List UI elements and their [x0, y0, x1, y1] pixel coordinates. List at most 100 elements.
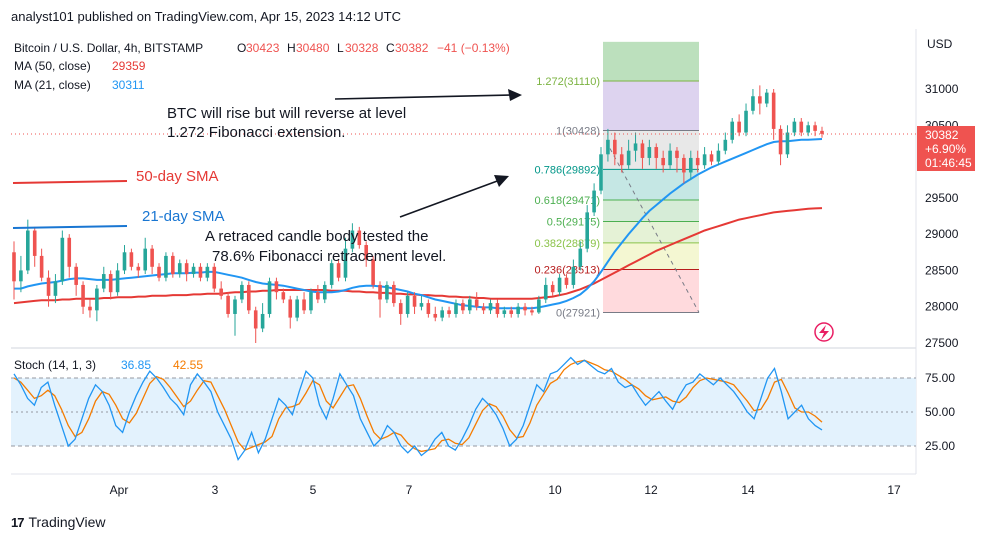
candle-body: [419, 303, 424, 307]
flash-icon[interactable]: [814, 322, 834, 342]
price-tick-label: 27500: [925, 336, 959, 350]
ohlc-h-value: 30480: [296, 41, 330, 55]
candle-body: [198, 266, 203, 278]
symbol-title[interactable]: Bitcoin / U.S. Dollar, 4h, BITSTAMP: [14, 41, 203, 55]
candle-body: [19, 270, 23, 282]
candle-body: [647, 147, 652, 158]
candle-body: [744, 110, 748, 133]
ma21-legend-label[interactable]: MA (21, close): [14, 78, 91, 92]
arrow-to-retracement: [399, 179, 501, 218]
candle-body: [785, 132, 790, 155]
candle-body: [516, 306, 520, 314]
candle-body: [350, 230, 355, 249]
candle-body: [95, 288, 99, 311]
candle-body: [737, 121, 741, 133]
annotation-retrace-line2: 78.6% Fibonacci retracement level.: [212, 248, 446, 265]
candle-body: [343, 248, 348, 278]
stoch-k-line: [13, 356, 823, 462]
currency-label[interactable]: USD: [927, 37, 953, 51]
publisher-line: analyst101 published on TradingView.com,…: [11, 9, 402, 24]
candle-body: [322, 284, 327, 300]
candle-body: [260, 313, 265, 329]
ohlc-c-value: 30382: [395, 41, 429, 55]
fib-level-label: 0.5(29175): [547, 216, 600, 228]
candle-body: [53, 281, 58, 296]
candle-body: [751, 96, 755, 111]
candle-body: [253, 310, 258, 329]
fib-level-label: 0.618(29471): [535, 195, 600, 207]
flash-icon-bolt: [819, 325, 829, 340]
candle-body: [626, 150, 631, 166]
candle-body: [619, 154, 624, 166]
candle-body: [177, 263, 182, 275]
ma21-legend-value: 30311: [112, 78, 145, 92]
time-axis[interactable]: Apr 3 5 7 10 12 14 17: [110, 483, 901, 497]
candle-body: [247, 284, 251, 311]
candle-body: [792, 121, 797, 133]
price-badge: [917, 126, 975, 171]
candle-body: [488, 303, 493, 311]
price-pane[interactable]: [11, 29, 916, 346]
candle-body: [122, 252, 127, 271]
tradingview-footer[interactable]: 17 TradingView: [11, 514, 106, 530]
candle-body: [392, 284, 396, 304]
candle-body: [578, 248, 583, 267]
arrow-head-extension: [508, 89, 522, 101]
candle-body: [481, 306, 486, 311]
candle-body: [820, 130, 824, 134]
candle-body: [46, 277, 51, 296]
candle-body: [654, 147, 659, 158]
candle-body: [115, 270, 120, 293]
candle-body: [267, 281, 272, 314]
candle-body: [702, 154, 707, 166]
candle-body: [467, 299, 472, 311]
time-tick-label: 10: [548, 483, 562, 497]
stoch-axis[interactable]: 75.00 50.00 25.00: [925, 371, 955, 453]
candle-body: [371, 259, 375, 285]
sma50-label-line: [12, 180, 128, 184]
candle-body: [509, 310, 514, 314]
candle-body: [101, 274, 106, 289]
candle-body: [240, 284, 244, 300]
ohlc-o-value: 30423: [246, 41, 280, 55]
candle-body: [171, 255, 175, 275]
candle-body: [571, 266, 576, 285]
annotation-btc-line1: BTC will rise but will reverse at level: [167, 105, 406, 122]
candle-body: [157, 266, 161, 278]
candle-body: [433, 313, 438, 318]
time-tick-label: Apr: [110, 483, 129, 497]
fib-zone: [603, 169, 699, 200]
candle-body: [364, 245, 369, 260]
candle-body: [799, 121, 804, 133]
candle-body: [764, 92, 769, 104]
tradingview-logo-icon: 17: [11, 514, 25, 530]
candle-body: [329, 263, 334, 285]
price-tick-label: 28500: [925, 263, 959, 277]
stoch-d-value: 42.55: [173, 358, 203, 372]
candle-body: [758, 96, 762, 104]
stoch-legend-label[interactable]: Stoch (14, 1, 3): [14, 358, 96, 372]
fibonacci-tool[interactable]: 1.272(31110) 1(30428) 0.786(29892) 0.618(29…: [535, 41, 700, 320]
candle-body: [12, 252, 16, 282]
candle-body: [108, 274, 113, 293]
candle-body: [606, 139, 610, 155]
candle-body: [378, 284, 382, 300]
candles-layer: [12, 85, 824, 343]
candle-body: [205, 266, 210, 278]
candle-body: [530, 310, 534, 313]
ma50-legend-label[interactable]: MA (50, close): [14, 59, 91, 73]
annotation-retrace-line1: A retraced candle body tested the: [205, 228, 428, 245]
price-tick-label: 29000: [925, 227, 959, 241]
price-tick-label: 28000: [925, 300, 959, 314]
price-tick-label: 31000: [925, 82, 959, 96]
candle-body: [129, 252, 134, 267]
fib-level-label: 1.272(31110): [536, 76, 600, 88]
candle-body: [281, 292, 286, 300]
arrow-to-extension: [334, 94, 513, 100]
ma21-layer: [14, 138, 823, 310]
candle-body: [447, 310, 451, 314]
candle-body: [613, 139, 617, 155]
candle-body: [233, 299, 237, 314]
price-axis[interactable]: 2750028000285002900029500300003050031000: [925, 82, 959, 350]
